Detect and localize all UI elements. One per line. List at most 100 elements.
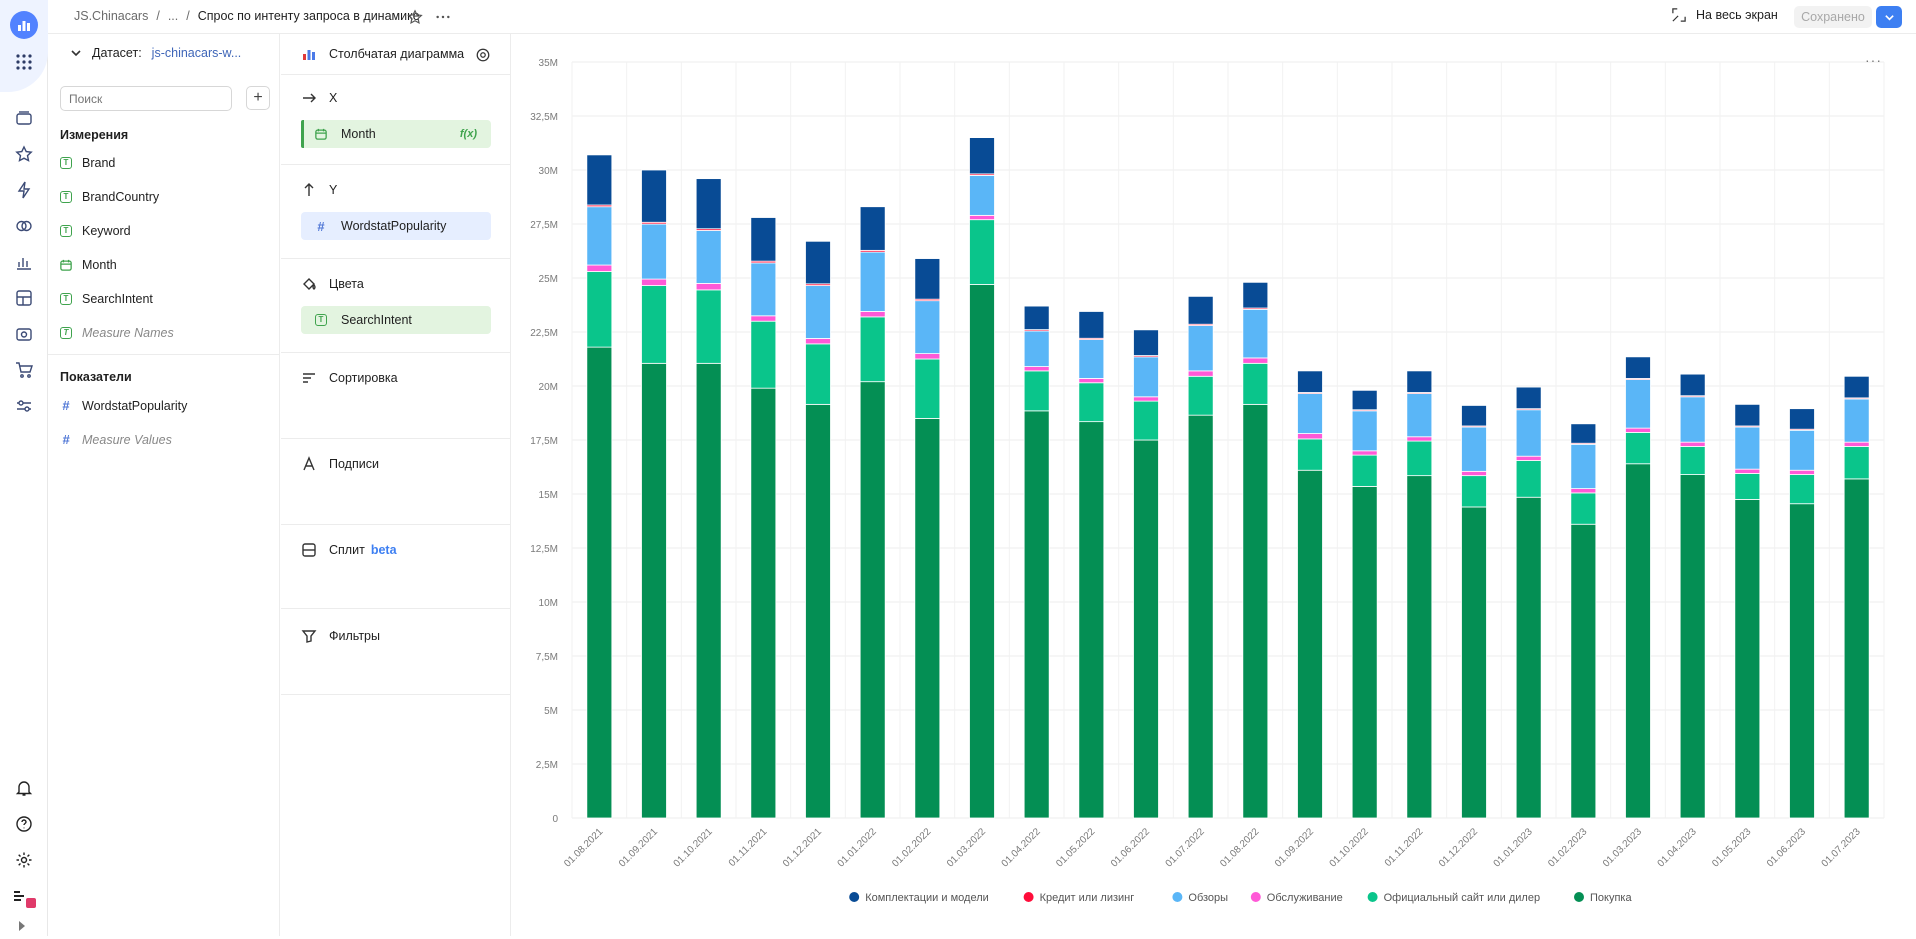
split-section-label: Сплит beta [301, 542, 397, 558]
bar-segment [695, 282, 722, 291]
apps-grid-icon[interactable] [14, 52, 34, 72]
saved-button[interactable]: Сохранено [1794, 6, 1872, 28]
x-tick-label: 01.03.2023 [1601, 826, 1644, 869]
bar-segment [1187, 375, 1214, 416]
field-search-input[interactable] [60, 86, 232, 111]
formula-icon[interactable]: f(x) [459, 128, 477, 140]
arrow-right-icon [303, 93, 316, 103]
favorites-icon[interactable] [14, 144, 34, 164]
y-tick-label: 25M [539, 274, 558, 285]
chart-settings-gear-icon[interactable] [474, 46, 492, 64]
text-type-icon: T [60, 191, 72, 203]
bar-segment [1078, 378, 1105, 384]
fullscreen-label: На весь экран [1696, 8, 1778, 22]
bar-chart: 0 2,5M 5M 7,5M 10M 12,5M 15M 17,5M 20M 22,5M 25M 27… [530, 58, 1885, 904]
bar-segment [1789, 469, 1815, 475]
legend-item: Покупка [1590, 892, 1632, 904]
bar-segment [695, 178, 722, 230]
dataset-selector[interactable]: Датасет: js-chinacars-w... [70, 46, 241, 60]
bar-segment [1187, 295, 1214, 325]
reports-icon[interactable] [14, 324, 34, 344]
fullscreen-button[interactable]: На весь экран [1672, 8, 1778, 22]
field-measure-names[interactable]: T Measure Names [60, 326, 174, 340]
bar-segment [1023, 366, 1050, 372]
settings-sliders-icon[interactable] [14, 396, 34, 416]
field-wordstatpopularity[interactable]: # WordstatPopularity [60, 398, 187, 413]
bar-segment [1297, 393, 1323, 434]
chart-type-selector[interactable]: Столбчатая диаграмма [301, 46, 464, 62]
bar-segment [1351, 389, 1378, 411]
field-brand[interactable]: T Brand [60, 156, 115, 170]
datasets-icon[interactable] [14, 216, 34, 236]
x-tick-label: 01.11.2021 [727, 826, 770, 869]
colors-field-chip[interactable]: T SearchIntent [301, 306, 491, 334]
calendar-icon [60, 259, 72, 271]
collections-icon[interactable] [14, 108, 34, 128]
chart-menu-icon[interactable]: ··· [1865, 52, 1882, 68]
bar-segment [1242, 362, 1269, 405]
breadcrumb: JS.Chinacars / ... / Спрос по интенту за… [74, 9, 420, 23]
bar-segment [695, 289, 722, 364]
bar-segment [1133, 329, 1159, 356]
bar-segment [969, 219, 995, 285]
bar-segment [969, 137, 995, 175]
bar-segment [1023, 305, 1050, 331]
x-tick-label: 01.05.2023 [1710, 826, 1753, 869]
y-tick-label: 35M [539, 58, 558, 69]
field-label: BrandCountry [82, 190, 160, 204]
x-tick-label: 01.06.2023 [1765, 826, 1808, 869]
field-month[interactable]: Month [60, 258, 117, 272]
bar-segment [1515, 409, 1542, 457]
notifications-icon[interactable] [14, 778, 34, 798]
x-tick-label: 01.08.2022 [1218, 826, 1261, 869]
dataset-name[interactable]: js-chinacars-w... [151, 46, 242, 60]
field-searchintent[interactable]: T SearchIntent [60, 292, 153, 306]
x-tick-label: 01.01.2022 [836, 826, 879, 869]
chart-type-label: Столбчатая диаграмма [329, 47, 465, 61]
bar-segment [586, 346, 613, 819]
connections-icon[interactable] [14, 180, 34, 200]
y-tick-label: 17,5M [530, 436, 558, 447]
paint-bucket-icon [303, 278, 316, 290]
breadcrumb-ellipsis[interactable]: ... [167, 9, 179, 23]
bar-segment [969, 174, 995, 216]
bar-segment [1406, 370, 1433, 393]
split-icon [302, 543, 316, 557]
field-brandcountry[interactable]: T BrandCountry [60, 190, 159, 204]
bar-segment [1625, 379, 1651, 429]
field-measure-values[interactable]: # Measure Values [60, 432, 172, 447]
text-type-icon: T [315, 314, 327, 326]
measures-title: Показатели [60, 370, 132, 384]
filter-icon [301, 630, 317, 643]
bar-segment [1078, 421, 1105, 819]
bar-segment [1789, 503, 1815, 819]
y-tick-label: 20M [539, 382, 558, 393]
bar-segment [1570, 443, 1597, 490]
breadcrumb-workbook[interactable]: JS.Chinacars [74, 9, 149, 23]
y-section-label: Y [301, 182, 337, 198]
charts-icon[interactable] [14, 252, 34, 272]
save-options-button[interactable] [1876, 6, 1902, 28]
y-label: Y [329, 183, 338, 197]
dashboards-icon[interactable] [14, 288, 34, 308]
star-icon[interactable] [406, 8, 424, 26]
y-tick-label: 27,5M [530, 220, 558, 231]
text-type-icon: T [60, 157, 72, 169]
user-avatar[interactable] [10, 886, 38, 910]
bar-segment [1351, 450, 1378, 456]
expand-rail-icon[interactable] [16, 920, 28, 932]
marketplace-icon[interactable] [14, 360, 34, 380]
datalens-logo-icon[interactable] [10, 11, 38, 39]
gear-icon[interactable] [14, 850, 34, 870]
help-icon[interactable] [14, 814, 34, 834]
field-keyword[interactable]: T Keyword [60, 224, 131, 238]
more-actions-icon[interactable] [434, 8, 452, 26]
y-field-chip[interactable]: # WordstatPopularity [301, 212, 491, 240]
field-label: WordstatPopularity [82, 398, 188, 413]
bar-segment [805, 343, 831, 405]
x-field-chip[interactable]: Month f(x) [301, 120, 491, 148]
add-field-button[interactable]: + [246, 86, 270, 110]
number-type-icon: # [317, 218, 325, 234]
bar-segment [586, 206, 613, 266]
x-section-label: X [301, 90, 337, 106]
